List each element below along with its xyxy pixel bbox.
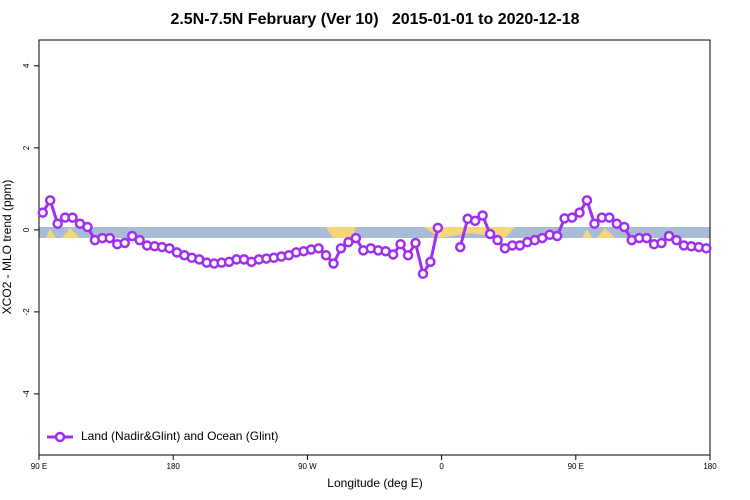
chart-title: 2.5N-7.5N February (Ver 10) 2015-01-01 t… <box>170 11 579 28</box>
ocean-band <box>39 227 710 238</box>
data-point <box>574 207 585 218</box>
data-point <box>52 218 63 229</box>
data-point <box>335 243 347 254</box>
data-point <box>313 243 324 254</box>
data-point <box>469 215 481 227</box>
data-point <box>67 212 78 223</box>
legend-label: Land (Nadir&Glint) and Ocean (Glint) <box>81 429 278 443</box>
land-patch <box>597 228 615 238</box>
y-tick-label: -4 <box>22 390 31 398</box>
land-patch <box>62 228 80 238</box>
data-point <box>641 232 652 244</box>
data-point <box>581 195 593 206</box>
data-point <box>104 232 116 244</box>
data-point <box>589 218 600 229</box>
data-point <box>126 230 138 242</box>
x-tick-label: 90 E <box>31 462 47 471</box>
x-tick-label: 180 <box>167 462 181 471</box>
data-point <box>701 243 712 254</box>
land-patch <box>582 229 592 238</box>
y-axis-label: XCO2 - MLO trend (ppm) <box>0 180 14 315</box>
data-point <box>454 241 466 253</box>
data-point <box>328 258 339 269</box>
data-point <box>410 237 421 249</box>
data-point <box>44 195 56 206</box>
data-point <box>134 234 145 246</box>
data-point <box>432 222 444 234</box>
x-tick-label: 90 E <box>568 462 584 471</box>
data-point <box>82 221 93 233</box>
data-point <box>350 232 362 244</box>
data-point <box>119 237 130 249</box>
data-point <box>395 238 406 250</box>
data-point <box>417 268 429 279</box>
data-point <box>656 237 667 249</box>
data-point <box>663 230 675 242</box>
data-point <box>343 236 354 248</box>
data-point <box>566 212 578 223</box>
x-tick-label: 0 <box>439 462 444 471</box>
legend-marker <box>54 431 66 443</box>
data-point <box>164 243 175 254</box>
land-patch <box>326 227 356 238</box>
land-patch <box>46 229 56 238</box>
data-point <box>551 230 563 242</box>
data-point <box>387 249 399 260</box>
data-point <box>37 207 48 218</box>
y-tick-label: 4 <box>22 63 31 68</box>
data-point <box>320 250 332 261</box>
x-tick-label: 90 W <box>298 462 317 471</box>
y-tick-label: 0 <box>22 227 31 232</box>
y-tick-label: -2 <box>22 308 31 316</box>
data-point <box>671 234 682 246</box>
y-tick-label: 2 <box>22 145 31 150</box>
data-point <box>619 221 630 233</box>
x-axis-label: Longitude (deg E) <box>327 476 422 490</box>
data-point <box>402 250 414 261</box>
data-point <box>492 234 503 246</box>
data-point <box>604 212 615 223</box>
data-point <box>484 228 496 240</box>
x-tick-label: 180 <box>703 462 717 471</box>
data-point <box>477 210 488 221</box>
data-point <box>425 256 436 268</box>
